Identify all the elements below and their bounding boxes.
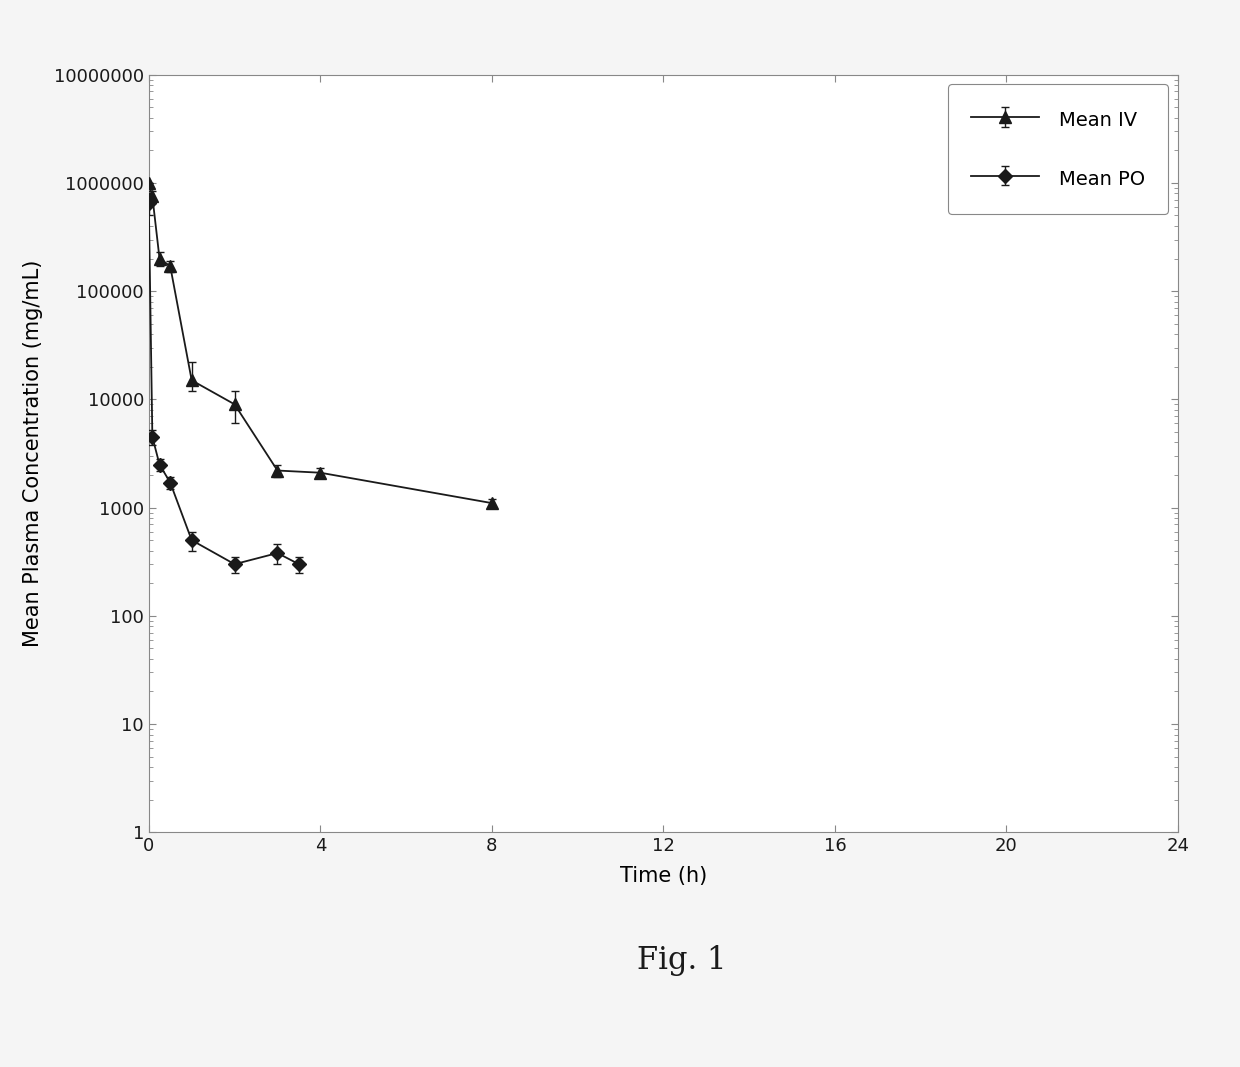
Legend: Mean IV, Mean PO: Mean IV, Mean PO: [949, 84, 1168, 213]
Text: Fig. 1: Fig. 1: [637, 944, 727, 976]
Y-axis label: Mean Plasma Concentration (mg/mL): Mean Plasma Concentration (mg/mL): [22, 259, 42, 648]
X-axis label: Time (h): Time (h): [620, 866, 707, 887]
